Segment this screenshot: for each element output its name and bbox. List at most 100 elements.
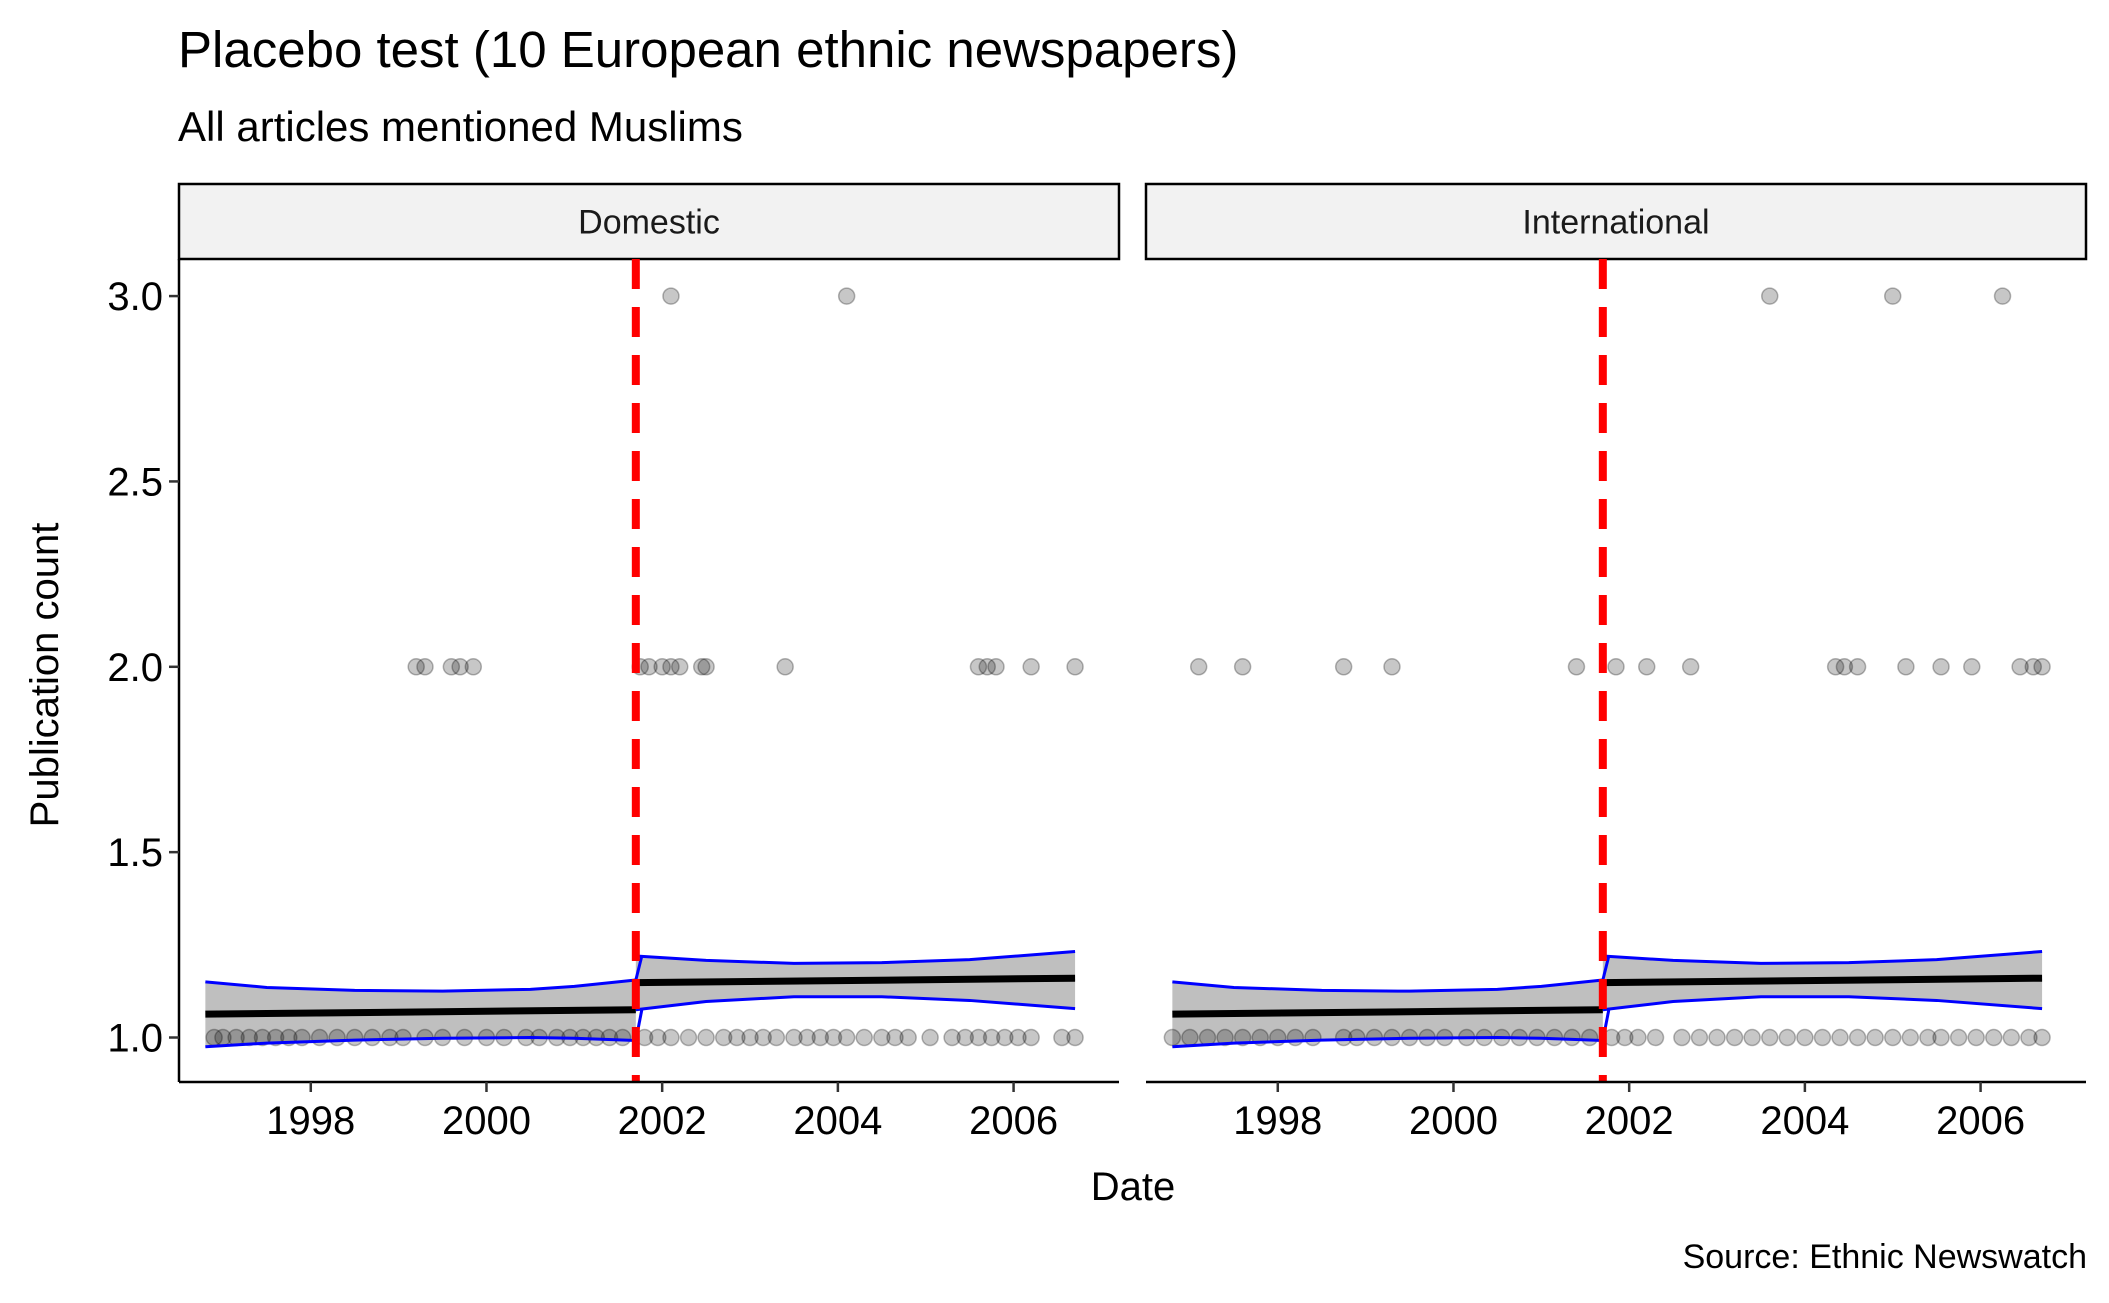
data-point (1949, 1028, 1968, 1047)
data-point (1866, 1028, 1884, 1047)
data-point (1607, 658, 1625, 676)
data-point (442, 658, 461, 676)
data-point (1567, 658, 1586, 676)
data-point (1967, 1028, 1985, 1047)
data-point (310, 1028, 329, 1047)
data-point (649, 1028, 667, 1047)
x-axis-label: Date (1091, 1165, 1176, 1209)
data-point (1725, 1028, 1744, 1047)
data-point (855, 1028, 873, 1047)
facet-strip-label: Domestic (578, 204, 720, 242)
data-point (1637, 658, 1656, 676)
data-point (2033, 658, 2051, 676)
data-point (662, 1028, 680, 1047)
data-point (1963, 658, 1981, 676)
data-point (653, 658, 671, 676)
data-point (1848, 658, 1867, 676)
data-point (662, 287, 680, 305)
x-tick-label: 2002 (618, 1099, 707, 1143)
data-point (1848, 1028, 1867, 1047)
data-point (328, 1028, 346, 1047)
data-point (969, 658, 988, 676)
data-point (640, 658, 658, 676)
data-point (1708, 1028, 1726, 1047)
data-point (1383, 658, 1401, 676)
ribbon-border-pre-lower (1172, 1036, 1603, 1049)
facet-panel-international: International 1998 2000 2002 2004 2006 (1144, 182, 2088, 1143)
data-point (837, 287, 856, 305)
ribbon-jump-upper (1601, 955, 1611, 981)
x-tick-label: 2000 (442, 1099, 531, 1143)
data-point (956, 1028, 975, 1047)
data-point (1690, 1028, 1709, 1047)
data-point (996, 1028, 1014, 1047)
chart-subtitle: All articles mentioned Muslims (178, 103, 743, 150)
y-tick-label: 1.5 (107, 831, 163, 875)
y-tick-label: 3.0 (107, 275, 163, 319)
data-point (1334, 658, 1353, 676)
fit-line-pre (205, 1006, 636, 1018)
data-point (1053, 1028, 1071, 1047)
data-point (785, 1028, 803, 1047)
ribbon-border-post-lower (635, 995, 1076, 1012)
data-point (1796, 1028, 1814, 1047)
ribbon-border-post-upper (635, 950, 1076, 965)
fit-line-post (1602, 974, 2043, 987)
data-point (1216, 1028, 1234, 1047)
data-point (679, 1028, 698, 1047)
x-tick-label: 1998 (266, 1099, 355, 1143)
data-point (1932, 658, 1950, 676)
data-point (1835, 658, 1854, 676)
data-point (824, 1028, 843, 1047)
data-point (1616, 1028, 1634, 1047)
data-point (1334, 1028, 1353, 1047)
data-point (697, 658, 715, 676)
facet-strip (177, 182, 1121, 261)
data-point (1743, 1028, 1761, 1047)
data-point (798, 1028, 816, 1047)
data-point (662, 658, 680, 676)
data-point (2033, 1028, 2051, 1047)
data-point (837, 1028, 856, 1047)
data-point (1760, 287, 1779, 305)
data-point (767, 1028, 786, 1047)
y-tick-label: 1.0 (107, 1017, 163, 1061)
data-point (1009, 1028, 1027, 1047)
data-point (714, 1028, 733, 1047)
data-point (253, 1028, 272, 1047)
data-point (2020, 1028, 2038, 1047)
y-axis-label: Publication count (23, 523, 67, 828)
data-point (1646, 1028, 1665, 1047)
data-point (1985, 1028, 2003, 1047)
ribbon-border-pre-upper (1172, 978, 1603, 993)
facet-strip (1144, 182, 2088, 261)
data-point (1629, 1028, 1647, 1047)
data-point (1831, 1028, 1849, 1047)
data-point (1233, 658, 1252, 676)
fit-line-pre (1172, 1006, 1603, 1018)
ribbon-jump-upper (634, 955, 644, 981)
data-point (899, 1028, 917, 1047)
data-point (1826, 658, 1845, 676)
data-point (1897, 658, 1915, 676)
facet-strip-label: International (1522, 204, 1709, 242)
data-point (1163, 1028, 1182, 1047)
data-point (921, 1028, 939, 1047)
data-point (2011, 658, 2029, 676)
x-tick-label: 2006 (1936, 1099, 2025, 1143)
data-point (381, 1028, 399, 1047)
fit-line-post (635, 974, 1076, 987)
data-point (1563, 1028, 1581, 1047)
data-point (1901, 1028, 1920, 1047)
ribbon-border-pre-upper (205, 978, 636, 993)
data-point (1919, 1028, 1937, 1047)
ribbon-border-pre-lower (205, 1036, 636, 1049)
data-point (1813, 1028, 1832, 1047)
data-point (978, 658, 996, 676)
y-tick-label: 2.5 (107, 460, 163, 504)
data-point (600, 1028, 619, 1047)
data-point (1993, 287, 2012, 305)
x-tick-label: 2004 (1760, 1099, 1849, 1143)
data-point (451, 658, 469, 676)
